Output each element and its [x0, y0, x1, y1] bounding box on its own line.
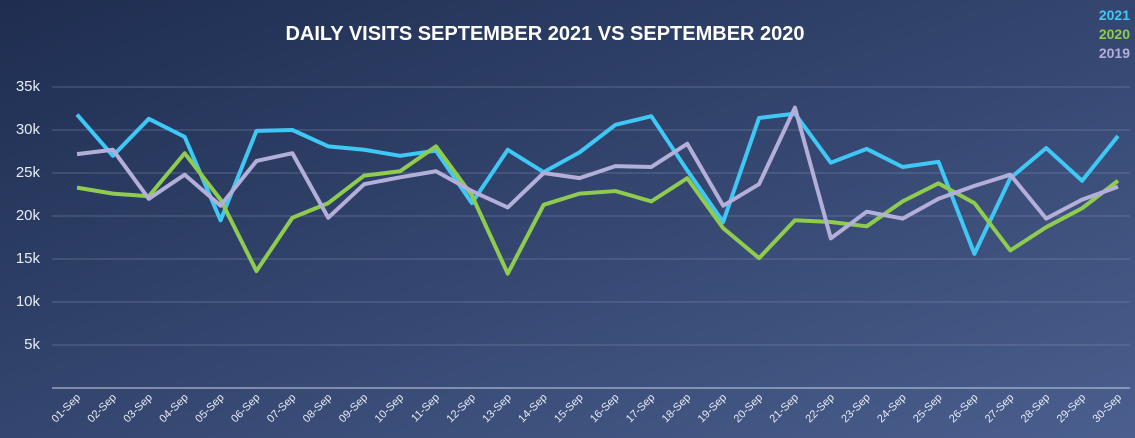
y-tick-label: 30k: [16, 121, 41, 138]
series-line: [76, 105, 1119, 241]
y-tick-label: 25k: [16, 164, 41, 181]
y-tick-label: 5k: [24, 336, 40, 353]
y-tick-label: 20k: [16, 207, 41, 224]
series-line: [76, 144, 1120, 276]
legend-entry: 2019: [1099, 45, 1130, 61]
series-line: [75, 111, 1120, 256]
legend-entry: 2020: [1099, 26, 1130, 42]
y-tick-label: 10k: [16, 293, 41, 310]
y-tick-label: 35k: [16, 78, 41, 95]
chart-title: DAILY VISITS SEPTEMBER 2021 VS SEPTEMBER…: [285, 23, 804, 45]
legend-entry: 2021: [1099, 7, 1130, 23]
y-tick-label: 15k: [16, 250, 41, 267]
